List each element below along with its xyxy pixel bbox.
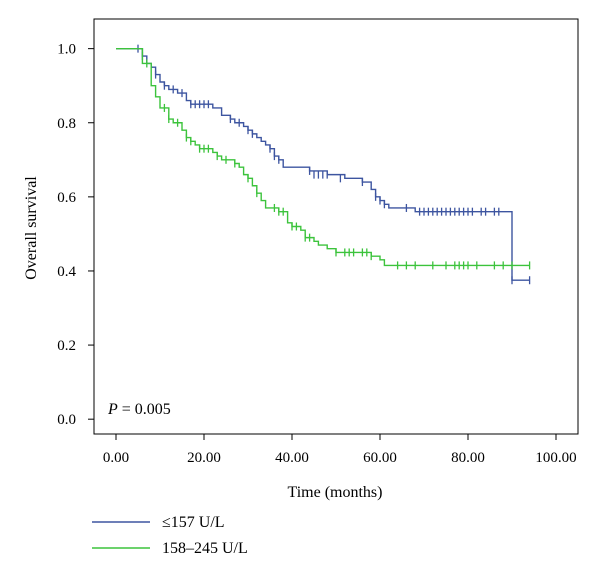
p-value-symbol: P [107, 401, 118, 418]
x-tick-label: 100.00 [535, 450, 576, 466]
series-layer [116, 44, 531, 285]
survival-curve [116, 47, 530, 267]
legend: ≤157 U/L 158–245 U/L [92, 514, 248, 557]
y-tick-label: 0.0 [57, 412, 76, 428]
series-1 [116, 44, 531, 285]
y-tick-label: 1.0 [57, 42, 76, 58]
x-tick-label: 80.00 [451, 450, 485, 466]
y-axis-title: Overall survival [23, 176, 40, 280]
y-axis-ticks: 0.0 0.2 0.4 0.6 0.8 1.0 [57, 42, 94, 428]
plot-border [93, 18, 579, 435]
legend-item-1: ≤157 U/L [92, 514, 225, 531]
p-value-annotation: P = 0.005 [107, 401, 171, 418]
legend-label: 158–245 U/L [162, 540, 248, 557]
x-tick-label: 20.00 [187, 450, 221, 466]
series-2 [116, 47, 531, 270]
y-tick-label: 0.6 [57, 190, 76, 206]
p-value-text: = 0.005 [118, 401, 171, 418]
legend-label: ≤157 U/L [162, 514, 225, 531]
x-tick-label: 40.00 [275, 450, 309, 466]
plot-frame [93, 18, 579, 435]
x-tick-label: 0.00 [103, 450, 129, 466]
x-tick-label: 60.00 [363, 450, 397, 466]
legend-item-2: 158–245 U/L [92, 540, 248, 557]
x-axis-ticks: 0.00 20.00 40.00 60.00 80.00 100.00 [103, 434, 577, 466]
y-tick-label: 0.4 [57, 264, 76, 280]
y-tick-label: 0.2 [57, 338, 76, 354]
y-tick-label: 0.8 [57, 116, 76, 132]
x-axis-title: Time (months) [288, 484, 383, 501]
